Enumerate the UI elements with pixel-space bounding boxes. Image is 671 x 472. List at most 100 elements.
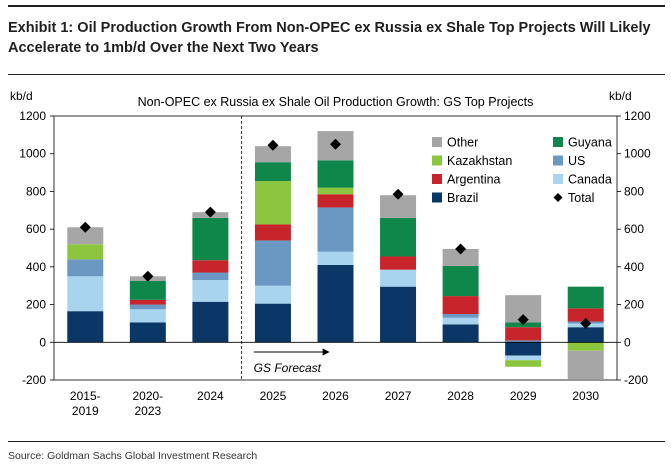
y-tick-label-right: -200 <box>624 373 648 387</box>
bar-us-1 <box>129 304 166 310</box>
legend-label-total: Total <box>568 191 594 205</box>
bar-us-6 <box>442 314 479 318</box>
legend-swatch-other <box>432 137 442 147</box>
y-tick-label-right: 1200 <box>624 109 651 123</box>
y-tick-label-left: 1000 <box>19 147 46 161</box>
total-marker-3 <box>267 139 279 151</box>
legend-label-us: US <box>568 154 585 168</box>
x-tick-label-3: 2025 <box>260 389 287 403</box>
bar-other-0 <box>67 227 104 245</box>
legend-marker-total <box>553 193 563 202</box>
y-tick-label-left: -200 <box>22 373 46 387</box>
legend-swatch-brazil <box>432 192 442 203</box>
bar-brazil-7 <box>505 342 542 356</box>
bar-us-0 <box>67 259 104 277</box>
bar-us-7 <box>505 340 542 343</box>
y-tick-label-right: 800 <box>624 184 644 198</box>
bar-guyana-3 <box>254 162 291 182</box>
bar-canada-2 <box>192 280 229 302</box>
bar-other-5 <box>380 195 417 218</box>
bar-brazil-0 <box>67 311 104 343</box>
bar-canada-5 <box>380 269 417 287</box>
total-marker-6 <box>455 243 467 255</box>
y-tick-label-right: 200 <box>624 298 644 312</box>
bar-argentina-7 <box>505 327 542 341</box>
y-tick-label-right: 1000 <box>624 147 651 161</box>
legend-swatch-argentina <box>432 174 442 184</box>
x-tick-label-0: 2015-2019 <box>70 389 101 418</box>
bar-us-2 <box>192 272 229 281</box>
bar-canada-6 <box>442 317 479 325</box>
y-tick-label-left: 800 <box>26 184 46 198</box>
bar-kazakhstan-3 <box>254 181 291 225</box>
bar-argentina-5 <box>380 256 417 270</box>
bar-kazakhstan-0 <box>67 244 104 260</box>
y-tick-label-left: 200 <box>26 298 46 312</box>
bar-argentina-8 <box>567 308 604 322</box>
x-tick-label-8: 2030 <box>572 389 599 403</box>
y-tick-label-left: 600 <box>26 222 46 236</box>
x-tick-label-2: 2024 <box>197 389 224 403</box>
y-tick-label-left: 0 <box>39 335 46 349</box>
legend-swatch-guyana <box>553 137 563 147</box>
y-tick-label-left: 400 <box>26 260 46 274</box>
total-marker-4 <box>330 138 341 150</box>
bar-canada-4 <box>317 251 354 265</box>
bar-guyana-2 <box>192 217 229 261</box>
y-tick-label-right: 400 <box>624 260 644 274</box>
bar-argentina-2 <box>192 260 229 273</box>
total-marker-5 <box>392 188 404 200</box>
legend-label-kazakhstan: Kazakhstan <box>447 154 512 168</box>
x-tick-label-5: 2027 <box>385 389 412 403</box>
bar-guyana-1 <box>129 281 166 300</box>
legend-label-canada: Canada <box>568 173 612 187</box>
bar-canada-7 <box>505 355 542 361</box>
legend-label-guyana: Guyana <box>568 136 612 150</box>
legend-label-other: Other <box>447 136 478 150</box>
y-axis-unit-left: kb/d <box>10 89 33 103</box>
bar-brazil-2 <box>192 301 229 343</box>
bar-guyana-4 <box>317 160 354 188</box>
bar-brazil-8 <box>567 327 604 343</box>
x-tick-label-6: 2028 <box>447 389 474 403</box>
legend-swatch-us <box>553 155 563 166</box>
bar-other-8 <box>567 350 604 380</box>
total-marker-8 <box>580 317 592 329</box>
plot-frame <box>53 115 618 381</box>
bar-other-6 <box>442 248 479 266</box>
bar-argentina-1 <box>129 299 166 305</box>
x-tick-label-4: 2026 <box>322 389 349 403</box>
x-tick-label-1: 2020-2023 <box>132 389 163 418</box>
total-marker-2 <box>204 206 216 218</box>
forecast-label: GS Forecast <box>254 361 322 375</box>
bar-us-4 <box>317 207 354 252</box>
bar-kazakhstan-4 <box>317 187 354 195</box>
exhibit-title: Exhibit 1: Oil Production Growth From No… <box>8 20 651 56</box>
bar-guyana-5 <box>380 217 417 257</box>
bar-canada-1 <box>129 309 166 323</box>
bar-brazil-1 <box>129 322 166 343</box>
total-marker-0 <box>79 221 91 233</box>
total-marker-1 <box>142 270 154 282</box>
bar-argentina-6 <box>442 296 479 314</box>
total-marker-7 <box>517 314 529 326</box>
forecast-arrow-head <box>322 348 330 356</box>
legend-swatch-kazakhstan <box>432 155 442 166</box>
bar-argentina-3 <box>254 224 291 241</box>
y-tick-label-left: 1200 <box>19 109 46 123</box>
bar-brazil-4 <box>317 264 354 343</box>
y-tick-label-right: 600 <box>624 222 644 236</box>
bar-canada-3 <box>254 285 291 304</box>
source-rule <box>8 441 665 442</box>
title-rule <box>8 74 665 75</box>
bar-guyana-6 <box>442 265 479 297</box>
bar-brazil-5 <box>380 286 417 343</box>
legend-swatch-canada <box>553 174 563 184</box>
bar-brazil-3 <box>254 303 291 343</box>
bar-argentina-4 <box>317 194 354 208</box>
bar-kazakhstan-7 <box>505 360 542 367</box>
bar-kazakhstan-8 <box>567 342 604 351</box>
source-note: Source: Goldman Sachs Global Investment … <box>8 450 258 462</box>
top-rule <box>8 5 665 7</box>
